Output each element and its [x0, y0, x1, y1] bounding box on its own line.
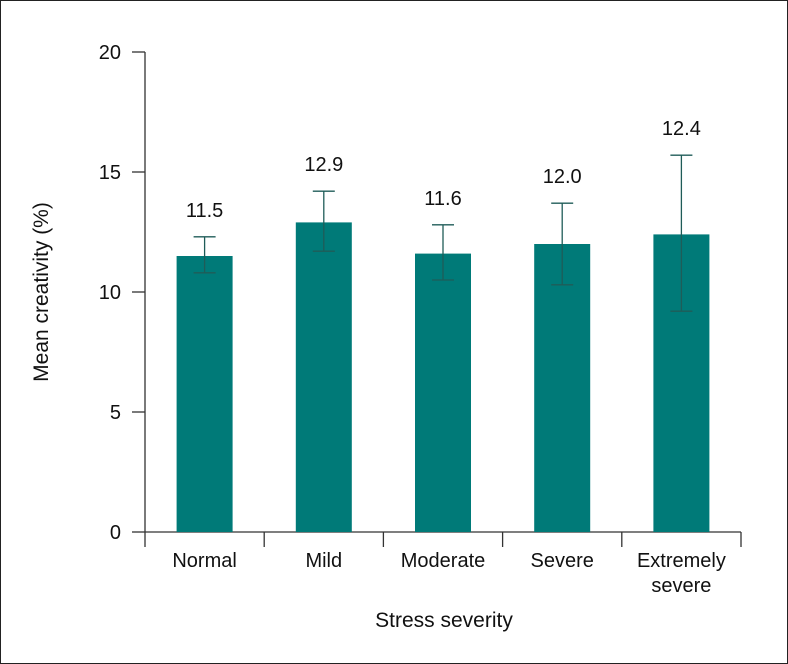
error-bars	[193, 154, 693, 312]
data-label: 11.5	[186, 200, 223, 222]
x-axis-title: Stress severity	[375, 609, 513, 632]
data-label: 12.4	[662, 118, 701, 140]
bar	[415, 253, 471, 532]
bar	[295, 222, 352, 532]
data-label: 11.6	[424, 188, 461, 210]
y-tick-label: 20	[99, 42, 121, 64]
x-tick-label: Moderate	[401, 550, 486, 572]
x-tick-label: Mild	[305, 550, 342, 572]
y-tick-label: 0	[110, 522, 121, 544]
bar	[534, 244, 591, 532]
labels: 11.5 Normal 12.9 Mild 11.6 Moderate 12.0 Severe…	[172, 118, 725, 597]
y-tick-label: 15	[99, 162, 121, 184]
x-tick-label: Severe	[531, 550, 594, 572]
y-tick-label: 10	[99, 282, 121, 304]
bar	[176, 256, 233, 532]
data-label: 12.0	[543, 166, 582, 188]
x-tick-label: Extremely severe	[637, 550, 726, 597]
data-label: 12.9	[304, 154, 343, 176]
y-axis-title: Mean creativity (%)	[30, 202, 53, 382]
y-tick-label: 5	[110, 402, 121, 424]
bars	[176, 222, 710, 532]
x-tick-label: Normal	[172, 550, 236, 572]
